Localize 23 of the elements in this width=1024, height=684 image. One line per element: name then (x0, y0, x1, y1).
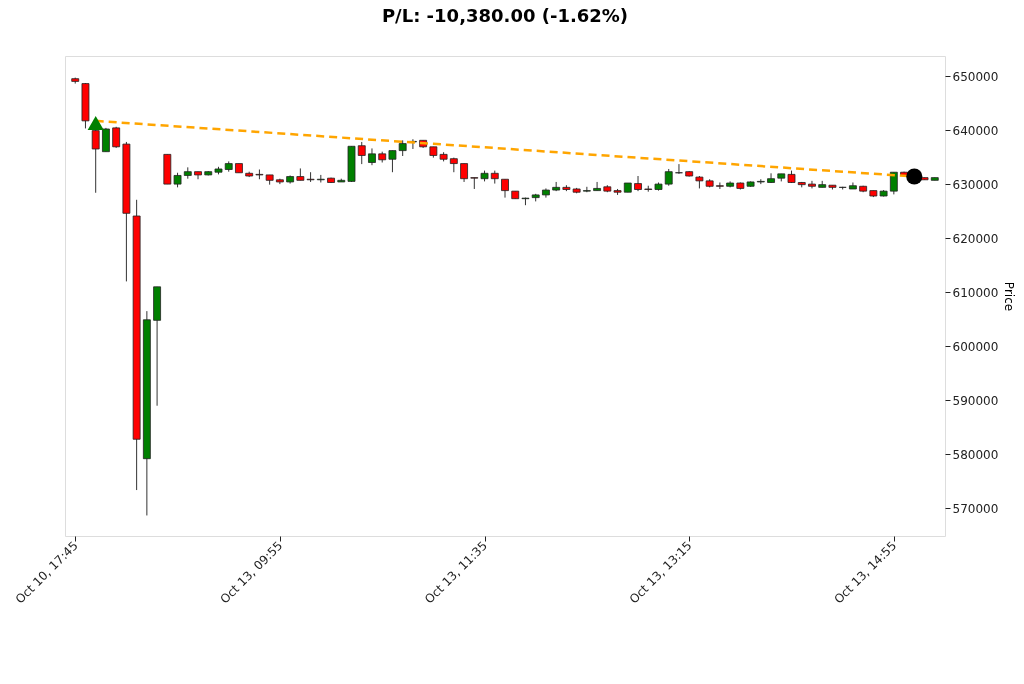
candlestick (306, 171, 315, 183)
y-tick-label: 590000 (952, 393, 999, 408)
candlestick (593, 181, 601, 192)
candlestick (634, 175, 642, 192)
chart-title: P/L: -10,380.00 (-1.62%) (381, 5, 629, 26)
candlestick (357, 141, 366, 165)
y-tick-label: 640000 (952, 123, 999, 138)
candlestick (849, 181, 857, 190)
y-tick-label: 610000 (952, 285, 999, 300)
y-tick-label: 650000 (952, 69, 999, 84)
candlestick (501, 178, 509, 199)
y-axis-title: Price (1002, 281, 1017, 312)
y-tick-label: 570000 (952, 501, 999, 516)
candlestick (582, 186, 591, 193)
candlestick (767, 172, 775, 184)
y-tick-label: 600000 (952, 339, 999, 354)
candlestick (460, 163, 468, 183)
y-tick-label: 630000 (952, 177, 999, 192)
candlestick (470, 177, 479, 190)
candlestick (388, 150, 397, 173)
candlestick (715, 181, 724, 190)
y-tick-label: 620000 (952, 231, 999, 246)
y-tick-label: 580000 (952, 447, 999, 462)
